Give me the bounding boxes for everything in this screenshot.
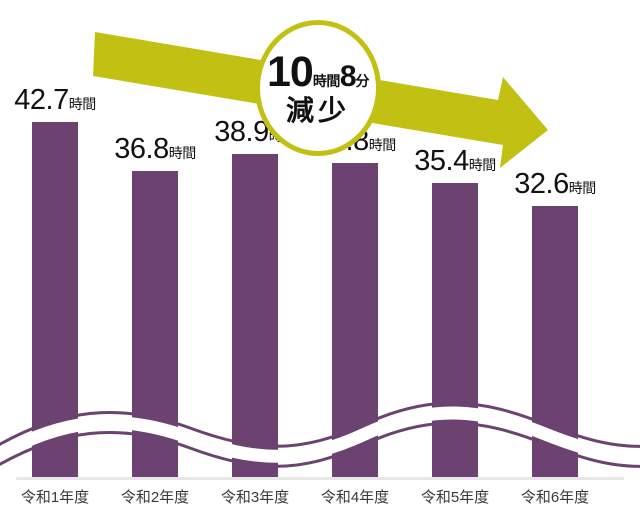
bar-value-unit: 時間 [168, 145, 197, 161]
bar-value-unit: 時間 [68, 96, 97, 112]
wave-band [0, 406, 640, 463]
bar-value-unit: 時間 [368, 137, 397, 153]
callout-minutes-unit: 分 [355, 73, 370, 89]
wave-line-upper [0, 401, 640, 448]
decline-callout-circle: 10 時間 8 分 減少 [255, 20, 381, 156]
bar-value-label: 42.7 時間 [0, 86, 112, 115]
category-label: 令和5年度 [420, 489, 490, 506]
category-label: 令和1年度 [20, 489, 90, 506]
bar-value: 32.6 [514, 168, 569, 200]
bar-value: 36.8 [114, 133, 169, 165]
bar [232, 154, 278, 478]
callout-primary-row: 10 時間 8 分 [266, 48, 370, 96]
bar-value-unit: 時間 [568, 180, 597, 196]
category-label: 令和2年度 [120, 489, 190, 506]
category-label: 令和6年度 [520, 489, 590, 506]
bar-value: 35.4 [414, 145, 469, 177]
bar-value-label: 36.8 時間 [98, 135, 212, 164]
bar-value-unit: 時間 [468, 157, 497, 173]
axis-baseline [16, 477, 624, 480]
bar [432, 183, 478, 478]
category-label: 令和3年度 [220, 489, 290, 506]
bar-value-label: 32.6 時間 [498, 170, 612, 199]
decorative-wave [0, 398, 640, 483]
callout-caption: 減少 [285, 95, 350, 126]
callout-hours-value: 10 [266, 48, 314, 96]
callout-minutes-value: 8 [339, 60, 357, 93]
bar-value-label: 35.4 時間 [398, 147, 512, 176]
callout-hours-unit: 時間 [312, 73, 341, 89]
bar [32, 122, 78, 478]
category-label: 令和4年度 [320, 489, 390, 506]
bar-value: 38.9 [214, 116, 269, 148]
wave-line-lower [0, 421, 640, 468]
bar-value: 42.7 [14, 84, 69, 116]
